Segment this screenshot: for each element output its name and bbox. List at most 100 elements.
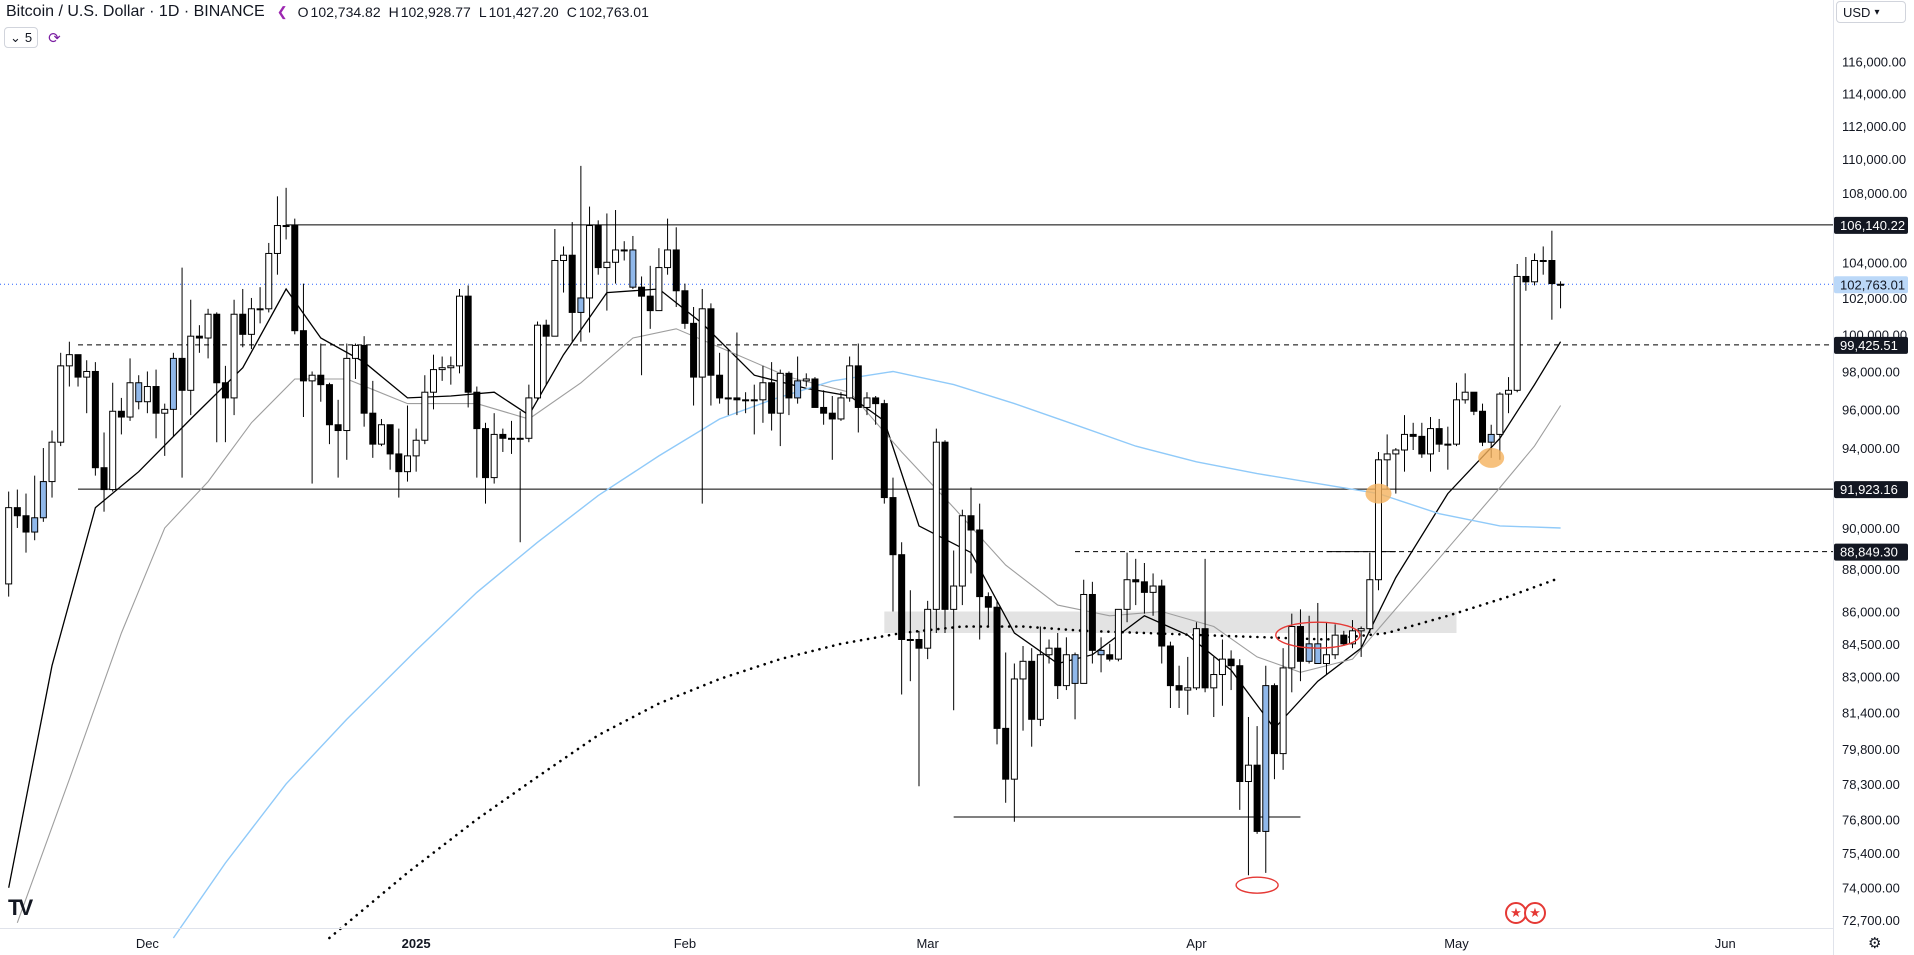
y-axis-label: 83,000.00 bbox=[1842, 670, 1900, 685]
candle-body bbox=[1175, 685, 1183, 691]
candle-body bbox=[117, 410, 125, 418]
x-axis-label: Dec bbox=[136, 936, 160, 951]
candle-body bbox=[464, 295, 472, 393]
y-axis-label: 96,000.00 bbox=[1842, 402, 1900, 417]
candle-body bbox=[1296, 626, 1304, 662]
candle-body bbox=[941, 441, 949, 610]
candle-body bbox=[187, 335, 195, 391]
settings-icon[interactable]: ⚙ bbox=[1868, 935, 1882, 952]
candle-body bbox=[655, 267, 663, 312]
candle-body bbox=[13, 507, 21, 517]
candle-body bbox=[560, 254, 568, 262]
candle-body bbox=[1461, 391, 1469, 401]
candle-body bbox=[1522, 275, 1530, 283]
candle-body bbox=[1357, 628, 1365, 632]
currency-label: USD bbox=[1843, 4, 1871, 20]
price-tag bbox=[1834, 481, 1908, 499]
candle-body bbox=[455, 295, 463, 367]
candle-body bbox=[854, 365, 862, 408]
currency-select[interactable]: USD ▾ bbox=[1836, 1, 1906, 23]
candle-body bbox=[681, 290, 689, 324]
candle-body bbox=[386, 424, 394, 455]
candle-body bbox=[169, 357, 177, 410]
candle-body bbox=[447, 365, 455, 369]
candle-body bbox=[1045, 647, 1053, 656]
candle-body bbox=[629, 249, 637, 288]
y-axis-label: 86,000.00 bbox=[1842, 604, 1900, 619]
candle-body bbox=[906, 638, 914, 641]
symbol-title[interactable]: Bitcoin / U.S. Dollar · 1D · BINANCE bbox=[6, 3, 265, 20]
candle-body bbox=[39, 481, 47, 519]
x-axis-label: Apr bbox=[1186, 936, 1207, 951]
indicators-collapse-button[interactable]: ⌄ 5 bbox=[4, 27, 39, 48]
candle-body bbox=[672, 249, 680, 292]
legend-header: Bitcoin / U.S. Dollar · 1D · BINANCE ❮ O… bbox=[6, 2, 657, 22]
candle-body bbox=[1374, 459, 1382, 581]
y-axis-label: 110,000.00 bbox=[1842, 152, 1906, 167]
candle-body bbox=[65, 354, 73, 367]
candle-body bbox=[1418, 435, 1426, 455]
candle-body bbox=[551, 260, 559, 337]
candle-body bbox=[421, 391, 429, 441]
red-circle-annotation bbox=[1275, 621, 1361, 649]
candle-body bbox=[429, 369, 437, 393]
y-axis-label: 116,000.00 bbox=[1842, 55, 1906, 70]
y-axis-label: 90,000.00 bbox=[1842, 521, 1900, 536]
candle-body bbox=[265, 252, 273, 310]
candle-body bbox=[377, 424, 385, 445]
candle-body bbox=[1288, 626, 1296, 669]
candle-body bbox=[837, 397, 845, 420]
candle-body bbox=[1149, 585, 1157, 593]
candle-body bbox=[48, 441, 56, 483]
close-label: C bbox=[566, 4, 577, 20]
red-circle-annotation bbox=[1235, 876, 1279, 894]
candle-body bbox=[924, 608, 932, 649]
candle-body bbox=[1383, 453, 1391, 461]
current-price-label: 102,763.01 bbox=[1840, 277, 1905, 292]
candle-body bbox=[820, 406, 828, 414]
share-icon[interactable]: ❮ bbox=[276, 4, 288, 19]
y-axis-label: 79,800.00 bbox=[1842, 742, 1900, 757]
candle-body bbox=[360, 344, 368, 414]
candle-body bbox=[1470, 391, 1478, 412]
candle-body bbox=[742, 399, 750, 402]
candle-body bbox=[508, 437, 516, 440]
y-axis-label: 78,300.00 bbox=[1842, 777, 1900, 792]
candle-body bbox=[828, 412, 836, 420]
candle-body bbox=[664, 249, 672, 269]
y-axis-label: 75,400.00 bbox=[1842, 846, 1900, 861]
us-flag-event-icon[interactable]: ★ bbox=[1524, 902, 1546, 924]
candle-body bbox=[57, 365, 65, 443]
candle-body bbox=[1166, 645, 1174, 687]
candle-body bbox=[351, 344, 359, 359]
candle-body bbox=[1539, 260, 1547, 263]
candle-body bbox=[612, 249, 620, 263]
candle-body bbox=[568, 254, 576, 313]
candle-body bbox=[733, 397, 741, 401]
candle-body bbox=[317, 374, 325, 386]
refresh-icon[interactable]: ⟳ bbox=[48, 29, 61, 47]
candle-body bbox=[403, 455, 411, 473]
candle-body bbox=[1088, 593, 1096, 651]
price-tag bbox=[1834, 216, 1908, 234]
candle-body bbox=[646, 295, 654, 312]
candle-body bbox=[516, 437, 524, 440]
candle-body bbox=[1400, 433, 1408, 451]
chevron-down-icon: ▾ bbox=[1874, 6, 1880, 18]
candle-body bbox=[1340, 634, 1348, 645]
candle-body bbox=[863, 397, 871, 408]
candle-body bbox=[325, 384, 333, 426]
candle-body bbox=[577, 297, 585, 313]
candle-body bbox=[1097, 649, 1105, 656]
candle-body bbox=[273, 225, 281, 254]
candle-body bbox=[247, 308, 255, 335]
candle-body bbox=[1114, 608, 1122, 660]
candle-body bbox=[1236, 665, 1244, 783]
candle-body bbox=[794, 380, 802, 399]
tradingview-logo-icon[interactable]: TV bbox=[8, 895, 33, 920]
candle-body bbox=[282, 225, 290, 228]
candle-body bbox=[83, 370, 91, 378]
candle-body bbox=[1071, 654, 1079, 684]
candle-body bbox=[1262, 685, 1270, 832]
